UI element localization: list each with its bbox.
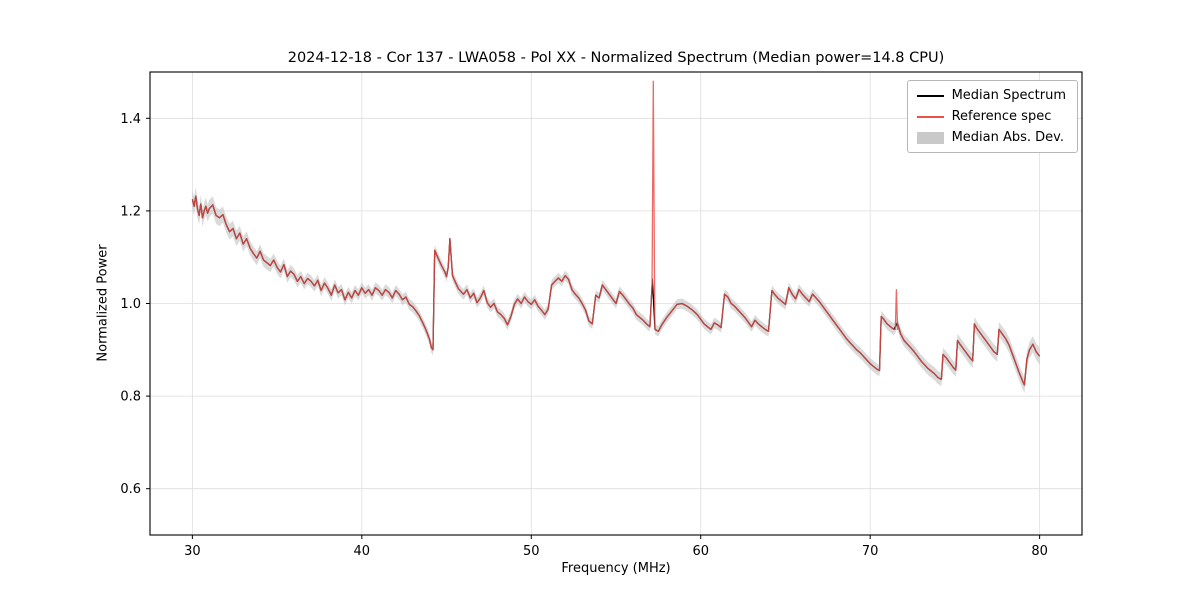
y-tick-label: 1.0 bbox=[120, 297, 141, 312]
reference-line-swatch bbox=[916, 115, 944, 118]
mad-band bbox=[192, 186, 1040, 393]
mad-patch-swatch bbox=[916, 131, 944, 144]
legend-label-reference: Reference spec bbox=[951, 109, 1052, 124]
x-axis-label: Frequency (MHz) bbox=[561, 561, 671, 576]
y-tick-label: 1.4 bbox=[120, 112, 141, 127]
y-tick-label: 0.6 bbox=[120, 482, 141, 497]
legend-label-median: Median Spectrum bbox=[951, 88, 1066, 103]
y-axis-label: Normalized Power bbox=[95, 244, 111, 362]
x-tick-label: 30 bbox=[184, 544, 201, 559]
legend-item-mad: Median Abs. Dev. bbox=[916, 130, 1066, 145]
reference-spectrum-line bbox=[191, 80, 1041, 386]
x-tick-label: 50 bbox=[523, 544, 540, 559]
x-tick-label: 80 bbox=[1031, 544, 1048, 559]
chart-title: 2024-12-18 - Cor 137 - LWA058 - Pol XX -… bbox=[287, 50, 945, 66]
legend-label-mad: Median Abs. Dev. bbox=[951, 130, 1065, 145]
y-tick-label: 1.2 bbox=[120, 204, 141, 219]
legend: Median Spectrum Reference spec Median Ab… bbox=[906, 80, 1078, 153]
x-tick-label: 60 bbox=[692, 544, 709, 559]
x-tick-label: 40 bbox=[354, 544, 371, 559]
legend-item-median: Median Spectrum bbox=[916, 88, 1066, 103]
legend-item-reference: Reference spec bbox=[916, 109, 1066, 124]
median-line-swatch bbox=[916, 94, 944, 97]
y-tick-label: 0.8 bbox=[120, 390, 141, 405]
x-tick-label: 70 bbox=[862, 544, 879, 559]
